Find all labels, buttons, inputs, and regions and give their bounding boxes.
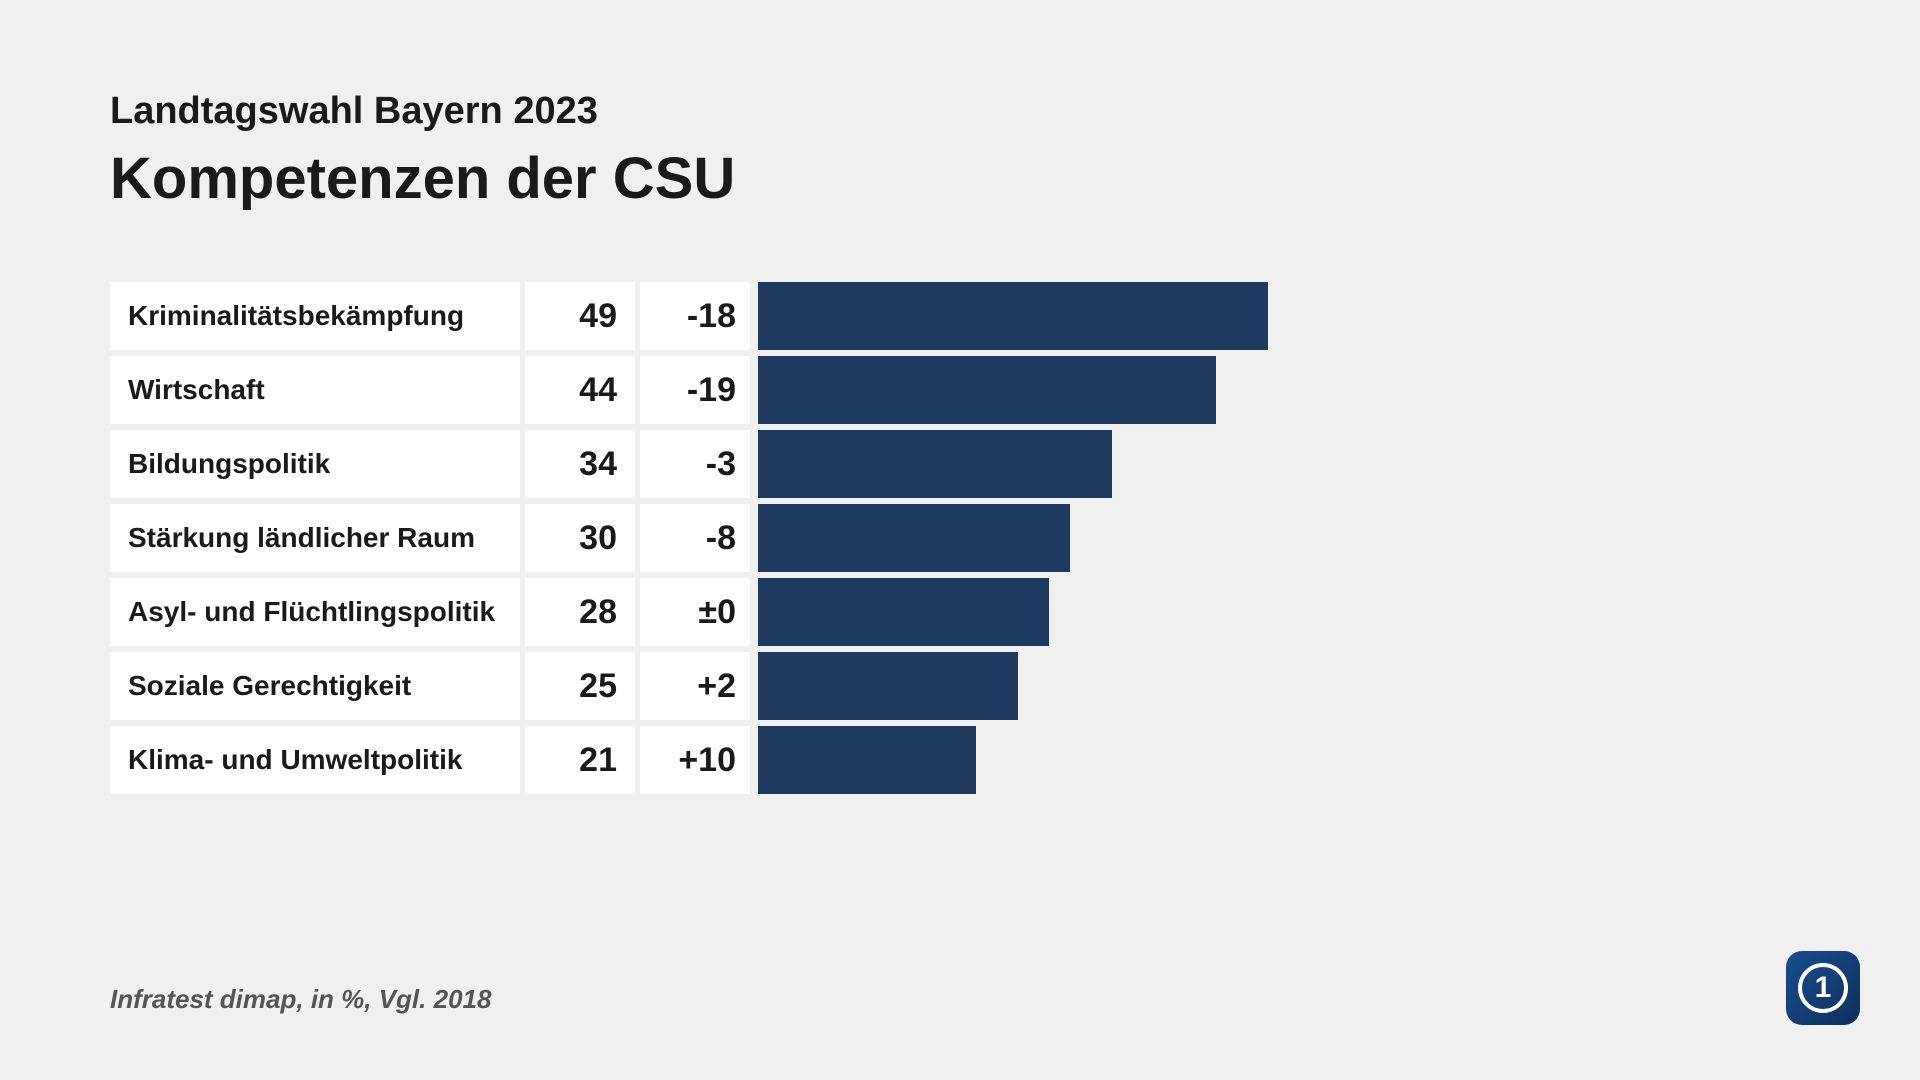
bar (758, 652, 1018, 720)
bar-area (750, 282, 1810, 350)
logo-text: 1 (1815, 971, 1832, 1005)
row-label: Kriminalitätsbekämpfung (110, 282, 520, 350)
row-diff: -19 (640, 356, 750, 424)
bar-area (750, 652, 1810, 720)
chart-row: Soziale Gerechtigkeit25+2 (110, 652, 1810, 720)
chart-row: Asyl- und Flüchtlingspolitik28±0 (110, 578, 1810, 646)
row-value: 34 (525, 430, 635, 498)
broadcaster-logo: 1 (1786, 951, 1860, 1025)
bar-area (750, 578, 1810, 646)
row-value: 28 (525, 578, 635, 646)
bar-area (750, 504, 1810, 572)
row-diff: +10 (640, 726, 750, 794)
bar (758, 504, 1070, 572)
chart-row: Wirtschaft44-19 (110, 356, 1810, 424)
row-diff: ±0 (640, 578, 750, 646)
row-label: Asyl- und Flüchtlingspolitik (110, 578, 520, 646)
bar (758, 282, 1268, 350)
row-label: Stärkung ländlicher Raum (110, 504, 520, 572)
bar-chart: Kriminalitätsbekämpfung49-18Wirtschaft44… (110, 282, 1810, 794)
row-value: 25 (525, 652, 635, 720)
bar (758, 356, 1216, 424)
bar (758, 430, 1112, 498)
chart-row: Bildungspolitik34-3 (110, 430, 1810, 498)
row-value: 30 (525, 504, 635, 572)
page-title: Kompetenzen der CSU (110, 145, 1810, 212)
chart-row: Kriminalitätsbekämpfung49-18 (110, 282, 1810, 350)
bar (758, 578, 1049, 646)
bar-area (750, 356, 1810, 424)
row-diff: +2 (640, 652, 750, 720)
chart-footer: Infratest dimap, in %, Vgl. 2018 (110, 984, 491, 1015)
bar (758, 726, 976, 794)
row-label: Bildungspolitik (110, 430, 520, 498)
chart-row: Stärkung ländlicher Raum30-8 (110, 504, 1810, 572)
logo-circle: 1 (1798, 963, 1848, 1013)
row-value: 21 (525, 726, 635, 794)
row-diff: -18 (640, 282, 750, 350)
page-subtitle: Landtagswahl Bayern 2023 (110, 90, 1810, 133)
bar-area (750, 726, 1810, 794)
row-diff: -3 (640, 430, 750, 498)
row-label: Klima- und Umweltpolitik (110, 726, 520, 794)
row-label: Soziale Gerechtigkeit (110, 652, 520, 720)
row-label: Wirtschaft (110, 356, 520, 424)
row-diff: -8 (640, 504, 750, 572)
row-value: 44 (525, 356, 635, 424)
bar-area (750, 430, 1810, 498)
row-value: 49 (525, 282, 635, 350)
chart-row: Klima- und Umweltpolitik21+10 (110, 726, 1810, 794)
